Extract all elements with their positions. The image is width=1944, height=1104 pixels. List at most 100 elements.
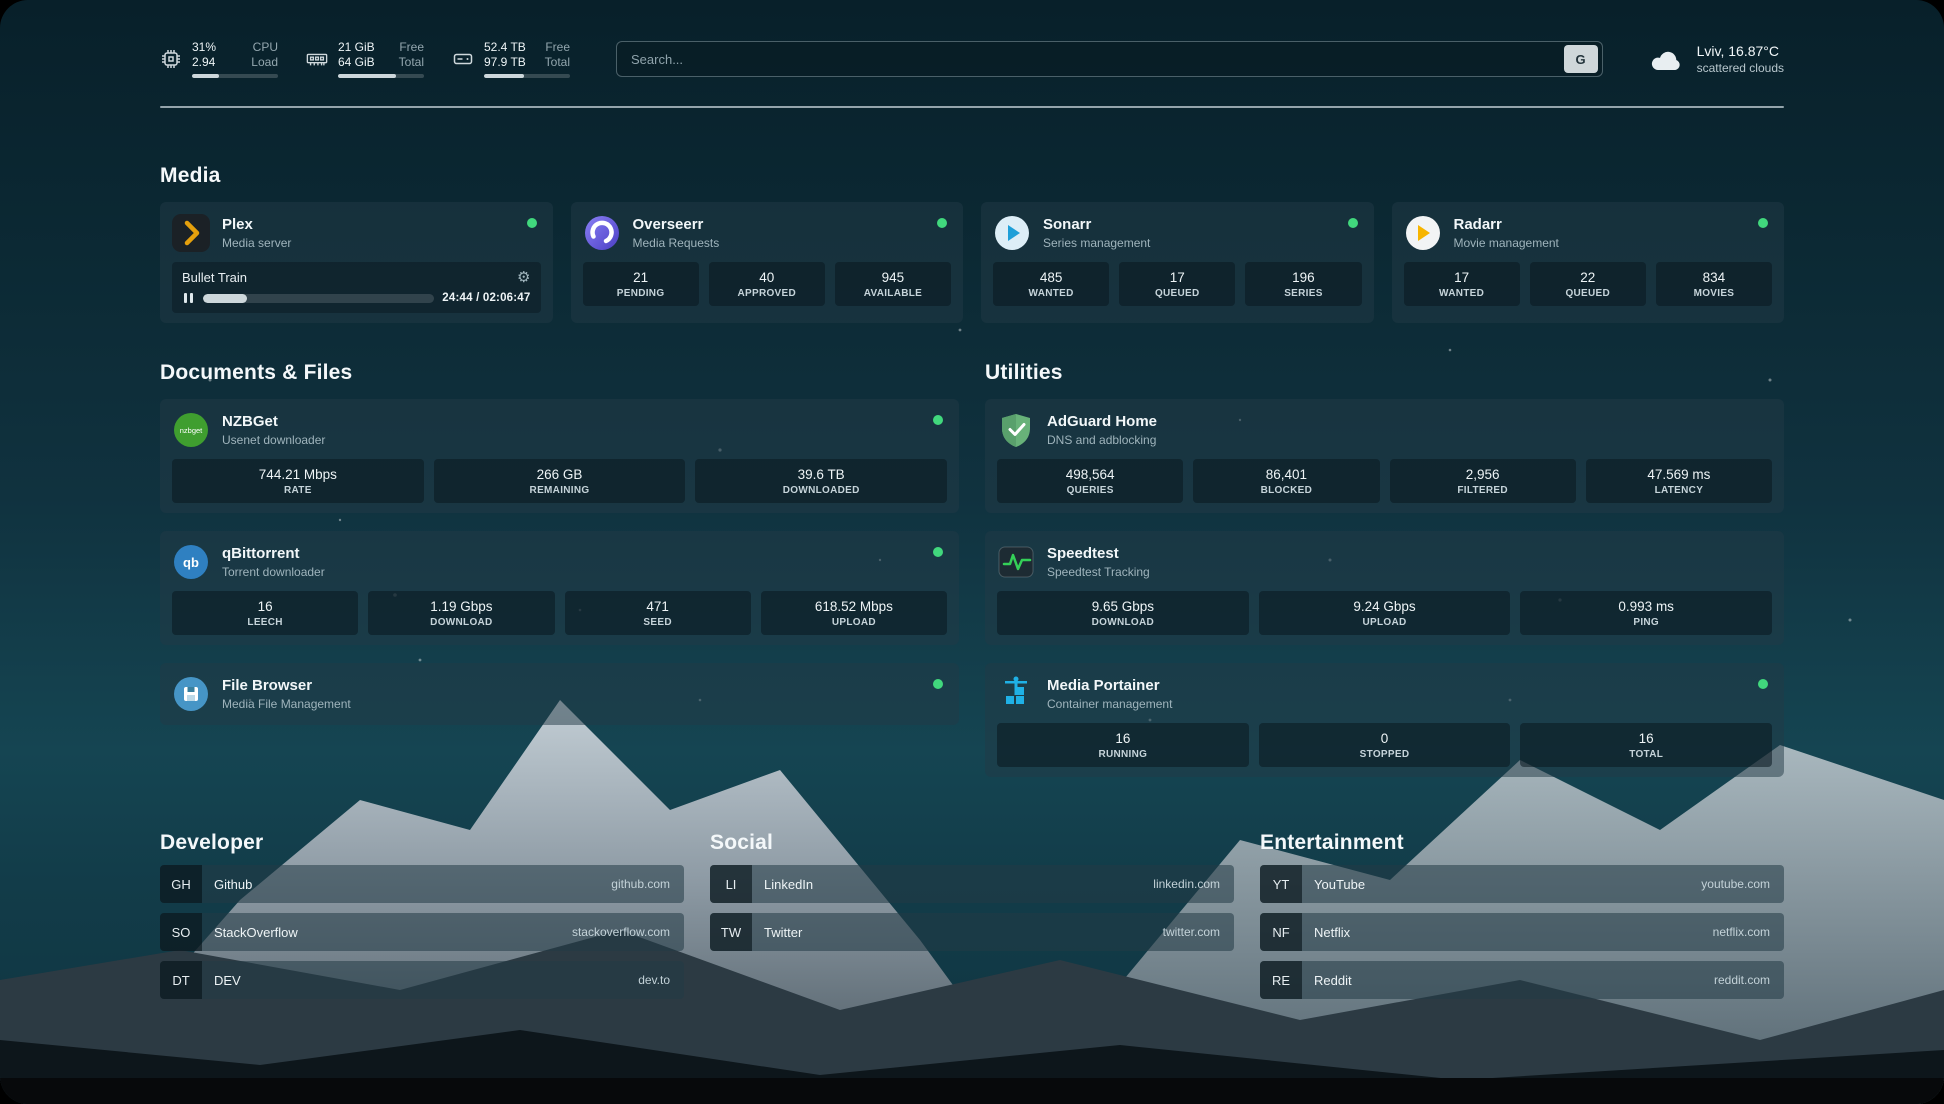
- app-desc: Media File Management: [222, 697, 351, 711]
- app-card-portainer[interactable]: Media Portainer Container management 16 …: [985, 663, 1784, 777]
- social-section-title: Social: [710, 831, 774, 854]
- sonarr-icon: [995, 216, 1029, 250]
- app-card-filebrowser[interactable]: File Browser Media File Management: [160, 663, 959, 725]
- app-name: File Browser: [222, 677, 313, 694]
- stat-queued: 17 QUEUED: [1119, 262, 1236, 306]
- bookmark-name: Twitter: [764, 924, 803, 940]
- bookmark-url: netflix.com: [1712, 925, 1770, 939]
- weather-widget[interactable]: Lviv, 16.87°C scattered clouds: [1649, 43, 1784, 75]
- status-dot: [526, 218, 537, 228]
- portainer-icon: [1005, 676, 1027, 704]
- bookmark-reddit[interactable]: RE Reddit reddit.com: [1260, 961, 1784, 999]
- filebrowser-icon: [174, 677, 208, 711]
- cpu-value: 31%: [192, 40, 217, 54]
- app-desc: Usenet downloader: [222, 433, 326, 447]
- cpu-progress-bar: [192, 74, 278, 78]
- stat-leech: 16 LEECH: [172, 591, 359, 635]
- app-desc: Torrent downloader: [222, 565, 325, 579]
- app-card-qbittorrent[interactable]: qb qBittorrent Torrent downloader 16 LEE…: [160, 531, 959, 645]
- app-card-adguard[interactable]: AdGuard Home DNS and adblocking 498,564 …: [985, 399, 1784, 513]
- bookmark-abbr: SO: [160, 913, 202, 951]
- bookmark-name: YouTube: [1314, 876, 1366, 892]
- bookmark-url: youtube.com: [1701, 877, 1770, 891]
- app-card-radarr[interactable]: Radarr Movie management 17 WANTED 22 QUE…: [1391, 202, 1784, 323]
- search-input[interactable]: [629, 50, 1564, 68]
- nzbget-icon: nzbget: [174, 413, 208, 447]
- bookmark-twitter[interactable]: TW Twitter twitter.com: [710, 913, 1234, 951]
- cpu-icon: [162, 50, 180, 68]
- entertainment-section-title: Entertainment: [1260, 831, 1404, 854]
- cloud-icon: [1651, 51, 1680, 70]
- app-name: Media Portainer: [1047, 677, 1160, 694]
- disk-free-value: 52.4 TB: [484, 40, 526, 54]
- search-provider-button[interactable]: G: [1563, 45, 1598, 73]
- stat-upload: 9.24 Gbps UPLOAD: [1258, 591, 1511, 635]
- stat-wanted: 17 WANTED: [1403, 262, 1520, 306]
- app-card-nzbget[interactable]: nzbget NZBGet Usenet downloader 744.21 M…: [160, 399, 959, 513]
- bookmark-abbr: GH: [160, 865, 202, 903]
- search-bar[interactable]: G: [616, 41, 1603, 77]
- stat-queries: 498,564 QUERIES: [997, 459, 1184, 503]
- bookmark-url: linkedin.com: [1153, 877, 1220, 891]
- bookmark-dev[interactable]: DT DEV dev.to: [160, 961, 684, 999]
- svg-text:qb: qb: [183, 555, 199, 570]
- bookmark-youtube[interactable]: YT YouTube youtube.com: [1260, 865, 1784, 903]
- overseerr-icon: [584, 216, 619, 250]
- gear-icon[interactable]: ⚙: [517, 268, 531, 286]
- memory-icon: [306, 53, 328, 66]
- bookmark-abbr: DT: [160, 961, 202, 999]
- bookmark-name: Github: [214, 876, 253, 892]
- pause-icon[interactable]: [182, 293, 195, 303]
- bookmark-url: reddit.com: [1713, 973, 1770, 987]
- stat-download: 9.65 Gbps DOWNLOAD: [997, 591, 1249, 635]
- stat-upload: 618.52 Mbps UPLOAD: [760, 591, 947, 635]
- stat-series: 196 SERIES: [1245, 262, 1362, 306]
- stat-movies: 834 MOVIES: [1655, 262, 1773, 306]
- bookmark-linkedin[interactable]: LI LinkedIn linkedin.com: [710, 865, 1234, 903]
- speedtest-icon: [998, 546, 1034, 578]
- app-desc: Container management: [1047, 697, 1173, 711]
- app-name: Radarr: [1453, 216, 1502, 233]
- status-dot: [1347, 218, 1358, 228]
- bookmark-github[interactable]: GH Github github.com: [160, 865, 684, 903]
- app-name: Overseerr: [632, 216, 704, 233]
- stat-approved: 40 APPROVED: [708, 262, 825, 306]
- bookmark-netflix[interactable]: NF Netflix netflix.com: [1260, 913, 1784, 951]
- ram-monitor: 21 GiB Free 64 GiB Total: [306, 40, 424, 78]
- bookmark-name: Reddit: [1314, 972, 1352, 988]
- bookmark-abbr: RE: [1260, 961, 1302, 999]
- app-card-sonarr[interactable]: Sonarr Series management 485 WANTED 17 Q…: [981, 202, 1374, 323]
- app-name: AdGuard Home: [1047, 413, 1158, 430]
- stat-wanted: 485 WANTED: [993, 262, 1110, 306]
- bookmark-name: Netflix: [1314, 924, 1351, 940]
- app-name: NZBGet: [222, 413, 278, 430]
- stat-seed: 471 SEED: [564, 591, 751, 635]
- app-name: Plex: [222, 216, 253, 233]
- app-desc: Speedtest Tracking: [1047, 565, 1150, 579]
- section-entertainment: Entertainment YT YouTube youtube.com NF …: [1260, 831, 1784, 999]
- app-card-speedtest[interactable]: Speedtest Speedtest Tracking 9.65 Gbps D…: [985, 531, 1784, 645]
- stat-filtered: 2,956 FILTERED: [1389, 459, 1576, 503]
- app-desc: Media server: [222, 236, 292, 250]
- stat-download: 1.19 Gbps DOWNLOAD: [368, 591, 555, 635]
- stat-remaining: 266 GB REMAINING: [433, 459, 686, 503]
- bookmark-abbr: LI: [710, 865, 752, 903]
- app-card-overseerr[interactable]: Overseerr Media Requests 21 PENDING 40 A…: [570, 202, 963, 323]
- bookmark-stackoverflow[interactable]: SO StackOverflow stackoverflow.com: [160, 913, 684, 951]
- status-dot: [933, 679, 943, 689]
- app-desc: DNS and adblocking: [1047, 433, 1157, 447]
- stat-queued: 22 QUEUED: [1529, 262, 1646, 306]
- svg-text:nzbget: nzbget: [180, 426, 203, 435]
- app-card-plex[interactable]: Plex Media server Bullet Train ⚙ 24:44 /: [160, 202, 553, 323]
- bookmark-name: LinkedIn: [764, 876, 814, 892]
- bookmark-name: DEV: [214, 972, 241, 988]
- adguard-icon: [1002, 414, 1030, 447]
- stat-ping: 0.993 ms PING: [1520, 591, 1773, 635]
- cpu-monitor: 31% CPU 2.94 Load: [160, 40, 278, 78]
- playback-progress-bar[interactable]: [202, 293, 435, 303]
- status-dot: [933, 415, 943, 425]
- now-playing-panel: Bullet Train ⚙ 24:44 / 02:06:47: [172, 262, 541, 313]
- app-name: Speedtest: [1047, 545, 1119, 562]
- section-developer: Developer GH Github github.com SO StackO…: [160, 831, 684, 999]
